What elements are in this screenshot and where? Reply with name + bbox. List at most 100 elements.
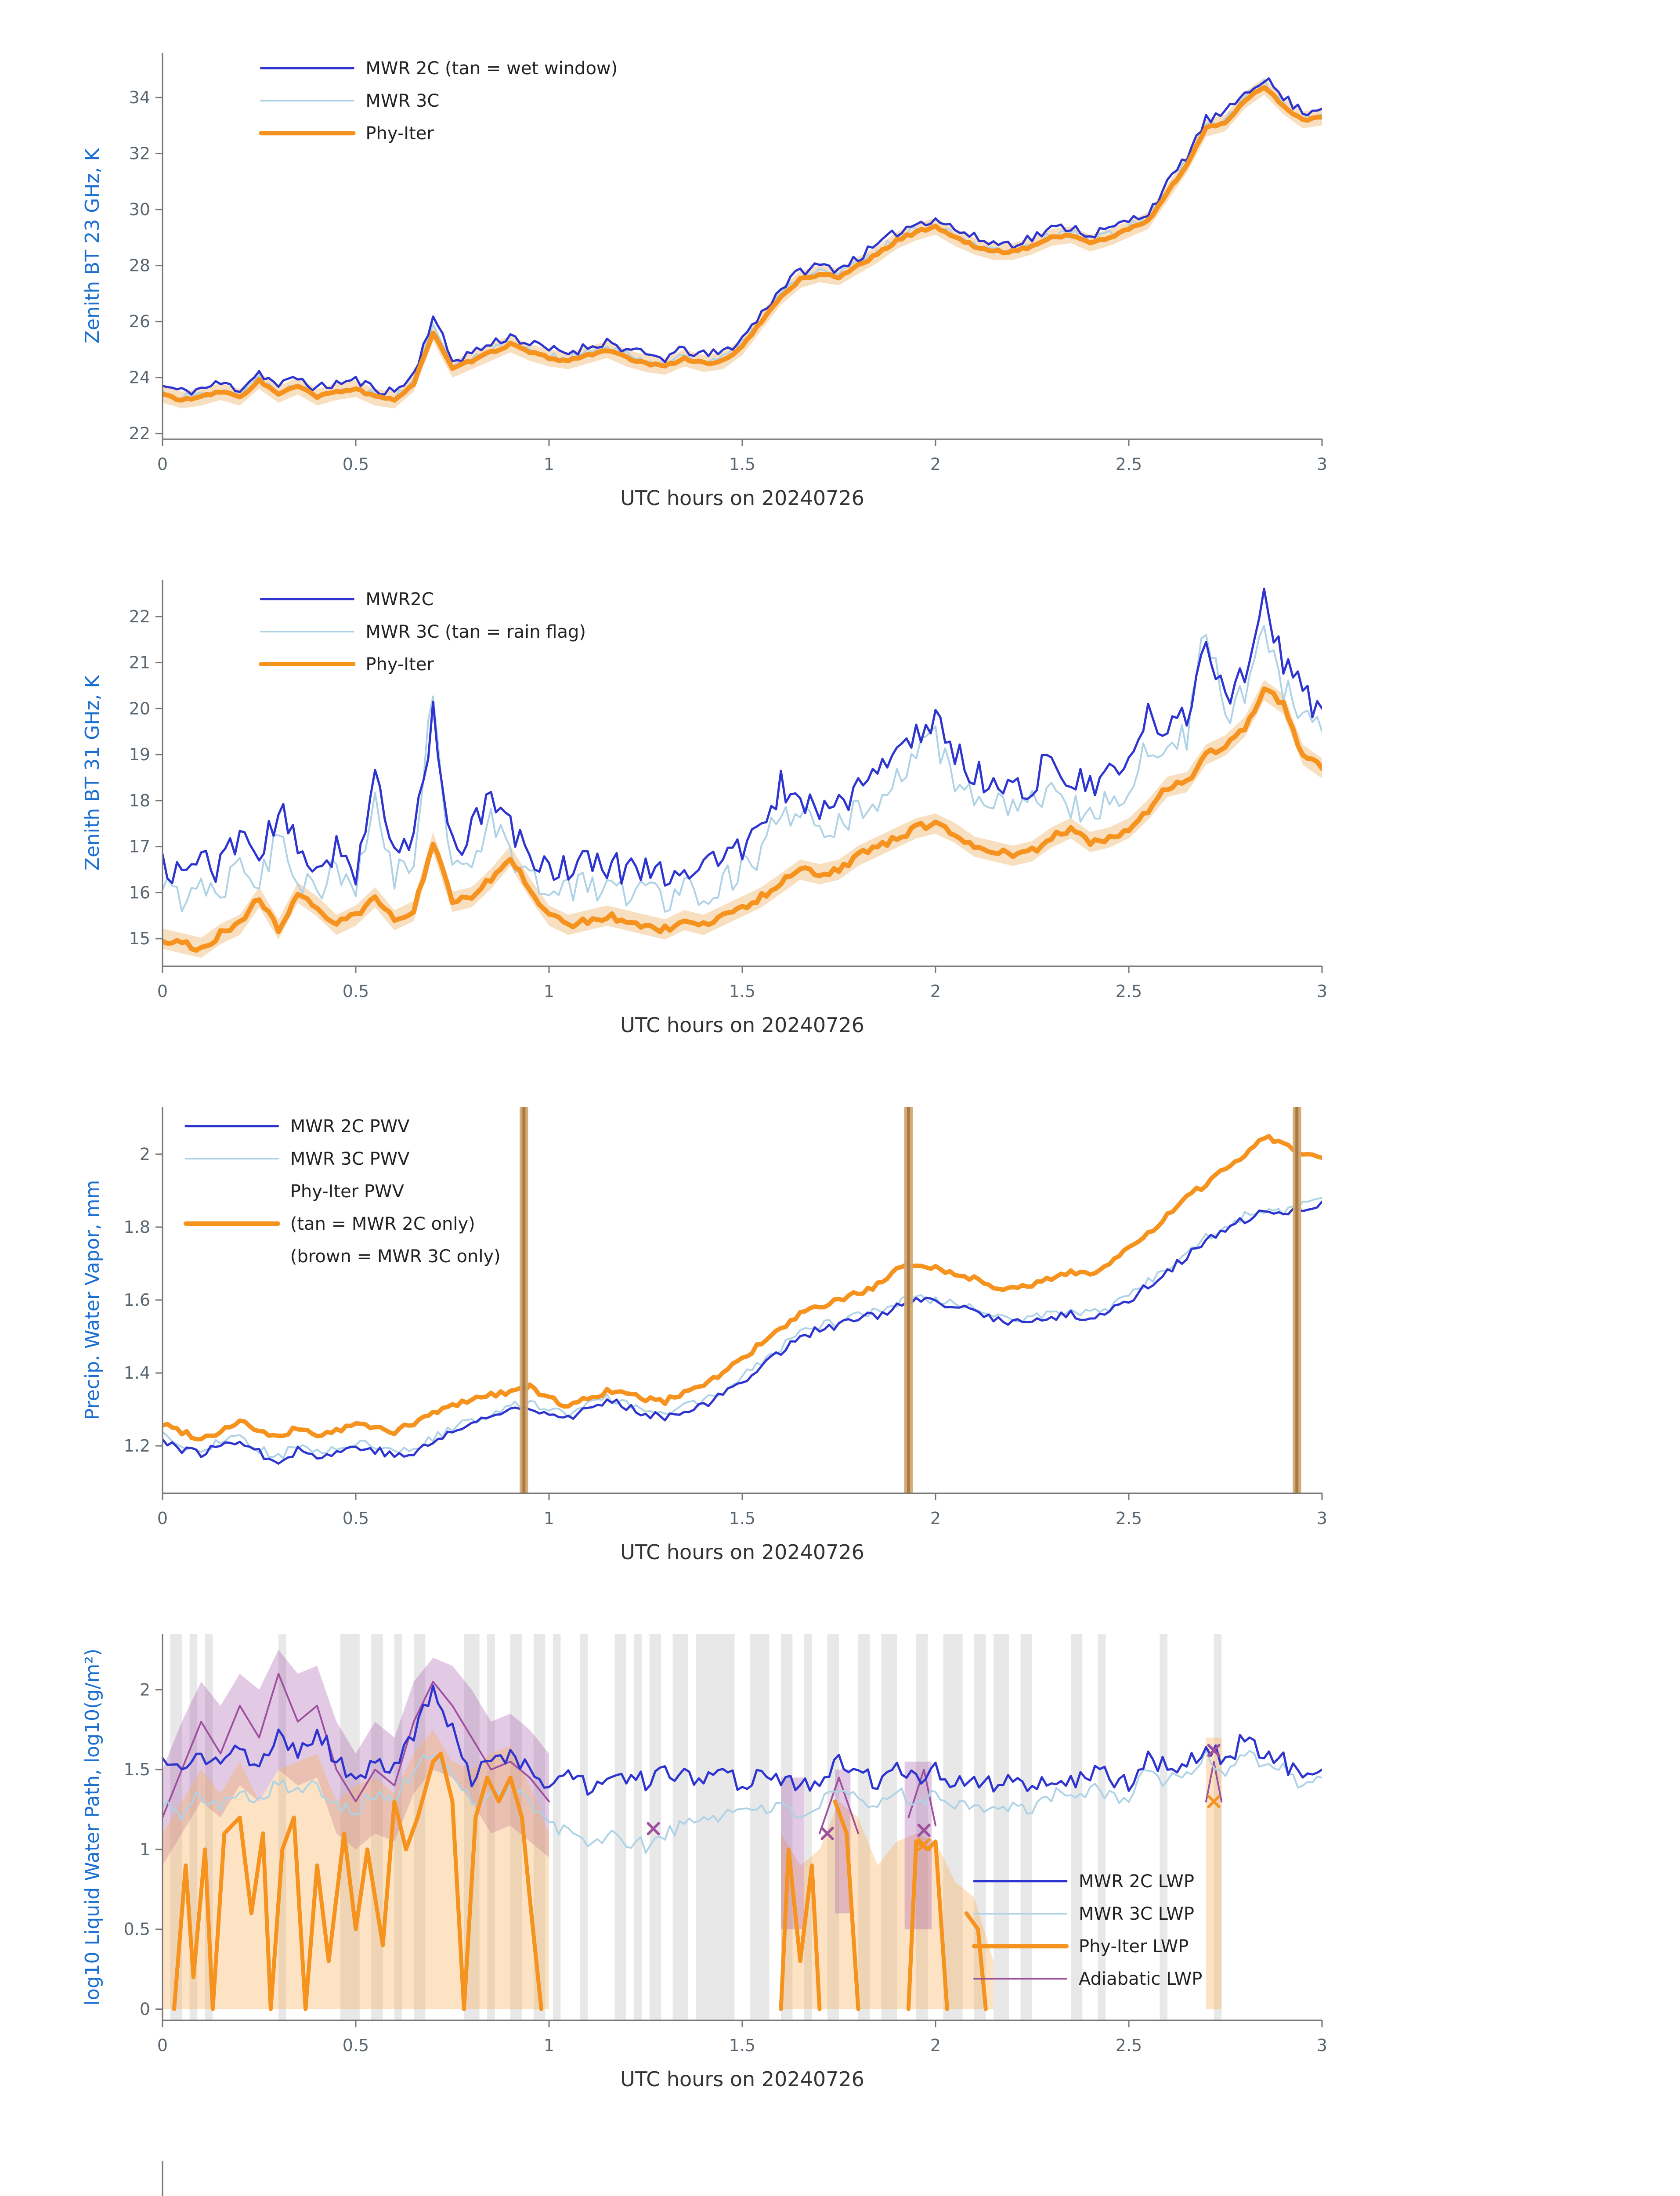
y-axis-label: Zenith BT 31 GHz, K: [81, 675, 104, 871]
x-tick-label: 1: [544, 2036, 554, 2055]
legend-label: Phy-Iter: [365, 654, 434, 675]
flag-band: [1071, 1634, 1083, 2020]
panel-dq-flag: 024681000.511.522.53MWR Phy Iter DQ Flag…: [0, 2108, 1680, 2196]
retrieval-flag-bar: [1295, 1107, 1299, 1493]
y-tick-label: 1.5: [124, 1760, 150, 1779]
flag-band: [371, 1634, 383, 2020]
x-marker: [1207, 1795, 1221, 1808]
flag-band: [580, 1634, 588, 2020]
x-tick-label: 2.5: [1116, 455, 1142, 474]
legend: MWR 2C (tan = wet window) MWR 3C Phy-Iter: [259, 58, 618, 144]
legend: MWR2C MWR 3C (tan = rain flag) Phy-Iter: [259, 589, 586, 675]
panel-lwp: 0 0.5 1 1.5 2 0 0.5 1 1.5 2 2.5 3 log10 Liquid Water…: [0, 1581, 1680, 2108]
series-mwr-3c: [163, 625, 1322, 913]
flag-band: [1214, 1634, 1222, 2020]
x-tick-label: 1: [544, 455, 554, 474]
y-tick-label: 1.6: [124, 1290, 150, 1310]
x-tick-label: 0.5: [343, 1509, 369, 1528]
plot-area: [163, 588, 1322, 958]
uncertainty-band: [781, 1801, 994, 2009]
y-tick-label: 0.5: [124, 1920, 150, 1939]
y-tick-label: 19: [129, 745, 150, 764]
x-axis-label: UTC hours on 20240726: [620, 2067, 864, 2091]
axes: 15 16 17 18 19 20 21 22 0 0.5 1 1.5 2 2.5 3: [129, 580, 1327, 1001]
x-tick-label: 0.5: [343, 982, 369, 1001]
flag-band: [994, 1634, 1009, 2020]
uncertainty-band: [163, 1650, 549, 1866]
legend: MWR 2C LWP MWR 3C LWP Phy-Iter LWP Adiabati…: [972, 1871, 1202, 1989]
axes: 1.2 1.4 1.6 1.8 2 0 0.5 1 1.5 2 2.5 3: [124, 1107, 1327, 1528]
x-tick-label: 1: [544, 1509, 554, 1528]
y-tick-label: 20: [129, 699, 150, 718]
y-tick-label: 16: [129, 883, 150, 902]
x-marker: [1207, 1744, 1221, 1757]
x-tick-label: 1.5: [729, 982, 755, 1001]
legend-label: MWR 3C LWP: [1079, 1904, 1194, 1924]
zenith-bt-31-chart: 15 16 17 18 19 20 21 22 0 0.5 1 1.5 2 2.5 3 Zenith BT 3…: [81, 580, 1327, 1037]
x-tick-label: 3: [1317, 2036, 1327, 2055]
y-tick-label: 26: [129, 312, 150, 331]
lwp-chart: 0 0.5 1 1.5 2 0 0.5 1 1.5 2 2.5 3 log10 Liquid Water…: [81, 1634, 1327, 2091]
y-tick-label: 22: [129, 424, 150, 443]
flag-band: [858, 1634, 870, 2020]
x-axis-label: UTC hours on 20240726: [620, 1540, 864, 1564]
flag-band: [881, 1634, 897, 2020]
y-tick-label: 1.2: [124, 1436, 150, 1456]
series-mwr2c: [163, 588, 1322, 887]
y-tick-label: 32: [129, 144, 150, 163]
uncertainty-band: [163, 78, 1322, 408]
x-tick-label: 0: [157, 2036, 168, 2055]
x-marker: [917, 1838, 931, 1851]
flag-band: [340, 1634, 360, 2020]
flag-band: [1160, 1634, 1167, 2020]
plot-area: [163, 1107, 1322, 1493]
x-marker: [820, 1827, 834, 1840]
legend-label: MWR 3C PWV: [290, 1149, 410, 1169]
flag-band: [614, 1634, 626, 2020]
flag-band: [394, 1634, 402, 2020]
x-tick-label: 0.5: [343, 2036, 369, 2055]
legend-label: Adiabatic LWP: [1079, 1969, 1202, 1989]
series-phy-iter: [163, 85, 1322, 403]
y-tick-label: 24: [129, 368, 150, 387]
panel-pwv: 1.2 1.4 1.6 1.8 2 0 0.5 1 1.5 2 2.5 3 Precip. Water …: [0, 1054, 1680, 1581]
axes: 0 0.5 1 1.5 2 0 0.5 1 1.5 2 2.5 3: [124, 1634, 1327, 2055]
dq-flag-chart: 024681000.511.522.53MWR Phy Iter DQ Flag…: [162, 2161, 163, 2196]
x-tick-label: 2: [930, 2036, 941, 2055]
flag-band: [943, 1634, 963, 2020]
series-mwr-3c-pwv: [163, 1197, 1322, 1459]
legend-label: Phy-Iter PWV: [290, 1181, 405, 1202]
x-tick-label: 0: [157, 982, 168, 1001]
x-tick-label: 0.5: [343, 455, 369, 474]
pwv-chart: 1.2 1.4 1.6 1.8 2 0 0.5 1 1.5 2 2.5 3 Precip. Water …: [81, 1107, 1327, 1564]
x-tick-label: 0: [157, 455, 168, 474]
y-tick-label: 2: [140, 1680, 150, 1699]
x-tick-label: 0: [157, 1509, 168, 1528]
legend-label: MWR2C: [365, 589, 434, 610]
x-marker: [647, 1822, 660, 1835]
flag-band: [696, 1634, 735, 2020]
flag-band: [1098, 1634, 1106, 2020]
x-tick-label: 2: [930, 1509, 941, 1528]
x-tick-label: 1.5: [729, 1509, 755, 1528]
legend-label: (brown = MWR 3C only): [290, 1246, 501, 1267]
legend-label: (tan = MWR 2C only): [290, 1214, 475, 1234]
x-tick-label: 3: [1317, 982, 1327, 1001]
y-tick-label: 2: [140, 1145, 150, 1164]
flag-band: [278, 1634, 286, 2020]
uncertainty-band: [163, 680, 1322, 958]
legend-label: MWR 2C LWP: [1079, 1871, 1194, 1892]
y-axis-label: Precip. Water Vapor, mm: [81, 1180, 104, 1420]
y-tick-label: 28: [129, 256, 150, 275]
y-tick-label: 1.4: [124, 1363, 150, 1383]
x-marker: [917, 1824, 931, 1837]
legend-label: MWR 2C (tan = wet window): [365, 58, 618, 79]
legend-label: MWR 3C (tan = rain flag): [365, 622, 586, 642]
panel-zenith-bt-23: 22 24 26 28 30 32 34 0 0.5 1 1.5 2 2.5 3 Zenith BT 23 …: [0, 0, 1680, 527]
y-tick-label: 17: [129, 837, 150, 856]
series-mwr-3c-lwp: [163, 1748, 1322, 1854]
legend-label: Phy-Iter: [365, 123, 434, 144]
series-mwr-2c-pwv: [163, 1200, 1322, 1465]
x-axis-label: UTC hours on 20240726: [620, 486, 864, 510]
